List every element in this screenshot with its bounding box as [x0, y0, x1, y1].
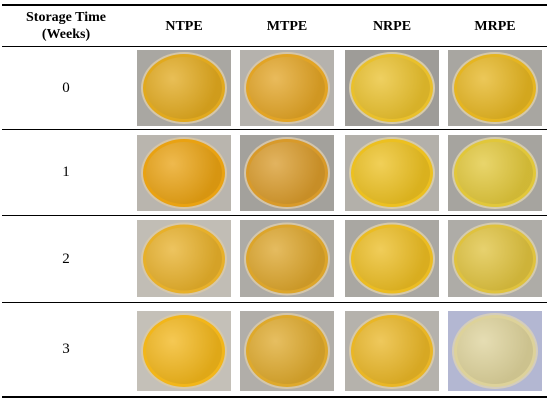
mtpe-week2-photo — [240, 220, 334, 297]
petri-dish — [244, 137, 330, 209]
petri-dish — [452, 137, 538, 209]
mrpe-week2-photo — [448, 220, 542, 297]
header-nrpe: NRPE — [372, 18, 412, 34]
week-label: 0 — [62, 79, 70, 96]
header-storage-time-line1: Storage Time — [26, 10, 106, 25]
mrpe-week0-photo — [448, 50, 542, 126]
ntpe-week2-photo — [137, 220, 231, 297]
row-divider — [2, 215, 547, 216]
mrpe-week3-photo — [448, 311, 542, 391]
petri-dish — [244, 222, 330, 295]
mtpe-week1-photo — [240, 135, 334, 211]
petri-dish — [349, 52, 435, 124]
ntpe-week1-photo — [137, 135, 231, 211]
header-mrpe: MRPE — [474, 18, 516, 34]
petri-dish — [452, 52, 538, 124]
petri-dish — [141, 52, 227, 124]
header-mtpe: MTPE — [266, 18, 308, 34]
nrpe-week2-photo — [345, 220, 439, 297]
week-label: 2 — [62, 250, 70, 267]
petri-dish — [141, 222, 227, 295]
header-ntpe: NTPE — [165, 18, 203, 34]
week-label: 3 — [62, 341, 70, 357]
header-storage-time-line2: (Weeks) — [41, 27, 91, 42]
mtpe-week3-photo — [240, 311, 334, 391]
petri-dish — [244, 52, 330, 124]
ntpe-week0-photo — [137, 50, 231, 126]
petri-dish — [452, 313, 538, 389]
ntpe-week3-photo — [137, 311, 231, 391]
table-header-rule — [2, 46, 547, 47]
mrpe-week1-photo — [448, 135, 542, 211]
header-storage-time: Storage Time (Weeks) — [2, 6, 130, 46]
petri-dish — [141, 137, 227, 209]
row-divider — [2, 129, 547, 130]
petri-dish — [452, 222, 538, 295]
nrpe-week1-photo — [345, 135, 439, 211]
petri-dish — [349, 313, 435, 389]
mtpe-week0-photo — [240, 50, 334, 126]
nrpe-week0-photo — [345, 50, 439, 126]
petri-dish — [244, 313, 330, 389]
table-bottom-rule — [2, 396, 547, 398]
nrpe-week3-photo — [345, 311, 439, 391]
petri-dish — [349, 137, 435, 209]
week-label: 1 — [62, 164, 70, 180]
petri-dish — [141, 313, 227, 389]
row-divider — [2, 302, 547, 303]
petri-dish — [349, 222, 435, 295]
table-top-rule — [2, 4, 547, 6]
